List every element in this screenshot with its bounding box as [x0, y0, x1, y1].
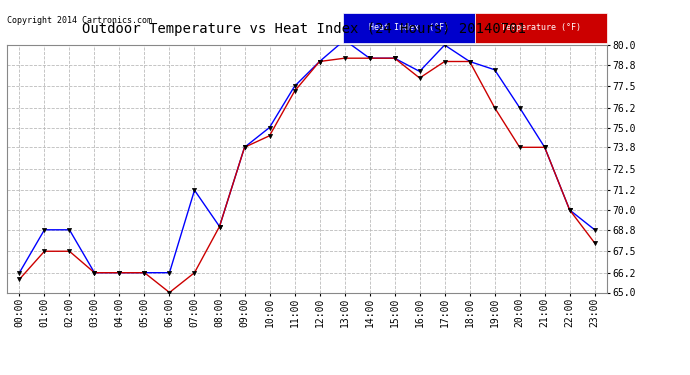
FancyBboxPatch shape	[475, 13, 607, 42]
Text: Copyright 2014 Cartronics.com: Copyright 2014 Cartronics.com	[7, 16, 152, 25]
Text: Temperature (°F): Temperature (°F)	[501, 23, 581, 32]
FancyBboxPatch shape	[343, 13, 475, 42]
Text: Heat Index  (°F): Heat Index (°F)	[369, 23, 449, 32]
Text: Outdoor Temperature vs Heat Index (24 Hours) 20140701: Outdoor Temperature vs Heat Index (24 Ho…	[81, 22, 526, 36]
